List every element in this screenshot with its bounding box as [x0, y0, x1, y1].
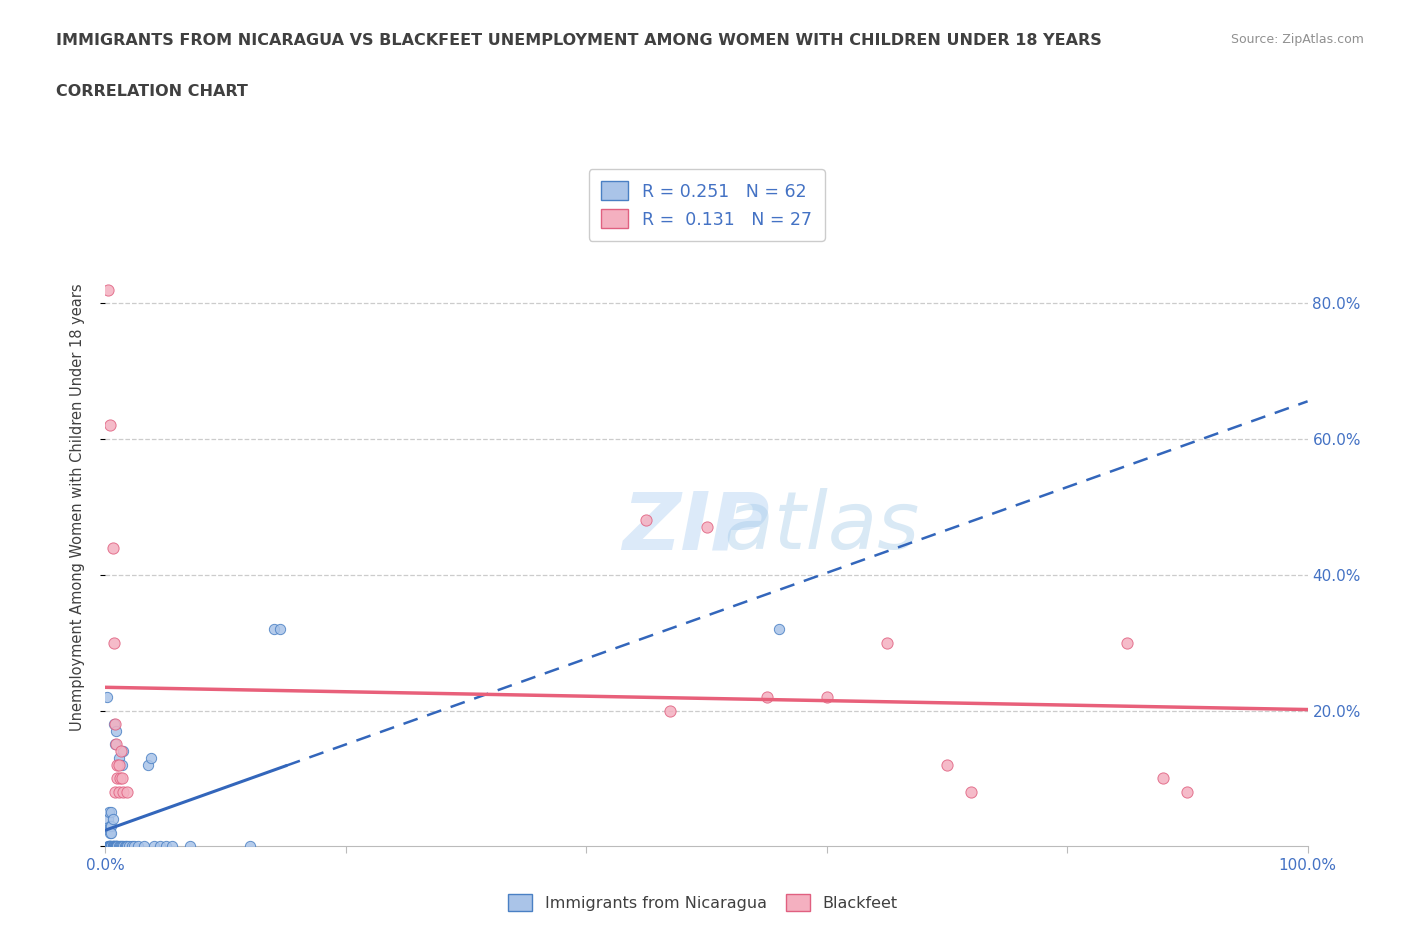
Point — [115, 839, 138, 854]
Point — [100, 818, 122, 833]
Legend: R = 0.251   N = 62, R =  0.131   N = 27: R = 0.251 N = 62, R = 0.131 N = 27 — [589, 169, 824, 241]
Point — [136, 757, 159, 772]
Point — [98, 418, 121, 432]
Point — [98, 839, 121, 854]
Y-axis label: Unemployment Among Women with Children Under 18 years: Unemployment Among Women with Children U… — [70, 283, 84, 731]
Point — [115, 785, 138, 800]
Point — [110, 744, 132, 759]
Point — [100, 839, 122, 854]
Point — [111, 757, 134, 772]
Point — [98, 818, 121, 833]
Point — [815, 689, 838, 704]
Point — [1116, 635, 1139, 650]
Point — [115, 839, 138, 854]
Point — [960, 785, 983, 800]
Point — [98, 805, 121, 820]
Point — [105, 737, 128, 752]
Point — [107, 751, 129, 765]
Point — [239, 839, 262, 854]
Point — [755, 689, 778, 704]
Point — [107, 839, 129, 854]
Point — [132, 839, 155, 854]
Point — [103, 717, 125, 732]
Point — [98, 839, 121, 854]
Point — [107, 785, 129, 800]
Point — [1152, 771, 1174, 786]
Point — [110, 839, 132, 854]
Point — [107, 839, 129, 854]
Point — [104, 839, 127, 854]
Point — [98, 839, 121, 854]
Point — [98, 839, 121, 854]
Point — [112, 744, 135, 759]
Point — [101, 839, 124, 854]
Point — [112, 839, 135, 854]
Point — [97, 839, 120, 854]
Point — [101, 540, 124, 555]
Point — [114, 839, 136, 854]
Point — [636, 513, 658, 528]
Text: IMMIGRANTS FROM NICARAGUA VS BLACKFEET UNEMPLOYMENT AMONG WOMEN WITH CHILDREN UN: IMMIGRANTS FROM NICARAGUA VS BLACKFEET U… — [56, 33, 1102, 47]
Point — [104, 785, 127, 800]
Point — [100, 839, 122, 854]
Point — [111, 839, 134, 854]
Point — [148, 839, 170, 854]
Point — [112, 785, 135, 800]
Point — [107, 771, 129, 786]
Point — [121, 839, 143, 854]
Point — [98, 825, 121, 840]
Point — [107, 757, 129, 772]
Point — [105, 839, 128, 854]
Text: ZIP: ZIP — [623, 488, 769, 566]
Point — [101, 839, 124, 854]
Text: atlas: atlas — [623, 488, 920, 566]
Point — [269, 621, 291, 636]
Point — [100, 805, 122, 820]
Point — [127, 839, 149, 854]
Point — [1175, 785, 1198, 800]
Point — [103, 635, 125, 650]
Point — [96, 689, 118, 704]
Point — [105, 839, 128, 854]
Point — [179, 839, 201, 854]
Text: Source: ZipAtlas.com: Source: ZipAtlas.com — [1230, 33, 1364, 46]
Text: CORRELATION CHART: CORRELATION CHART — [56, 84, 247, 99]
Point — [105, 724, 128, 738]
Point — [160, 839, 183, 854]
Point — [124, 839, 146, 854]
Point — [100, 825, 122, 840]
Legend: Immigrants from Nicaragua, Blackfeet: Immigrants from Nicaragua, Blackfeet — [502, 888, 904, 917]
Point — [104, 737, 127, 752]
Point — [659, 703, 682, 718]
Point — [108, 771, 131, 786]
Point — [107, 839, 129, 854]
Point — [105, 839, 128, 854]
Point — [101, 839, 124, 854]
Point — [101, 812, 124, 827]
Point — [108, 839, 131, 854]
Point — [876, 635, 898, 650]
Point — [111, 771, 134, 786]
Point — [104, 839, 127, 854]
Point — [103, 839, 125, 854]
Point — [101, 839, 124, 854]
Point — [155, 839, 177, 854]
Point — [936, 757, 959, 772]
Point — [107, 757, 129, 772]
Point — [97, 812, 120, 827]
Point — [118, 839, 141, 854]
Point — [97, 282, 120, 297]
Point — [107, 839, 129, 854]
Point — [103, 839, 125, 854]
Point — [263, 621, 285, 636]
Point — [696, 520, 718, 535]
Point — [98, 839, 121, 854]
Point — [98, 839, 121, 854]
Point — [142, 839, 165, 854]
Point — [104, 717, 127, 732]
Point — [139, 751, 162, 765]
Point — [768, 621, 790, 636]
